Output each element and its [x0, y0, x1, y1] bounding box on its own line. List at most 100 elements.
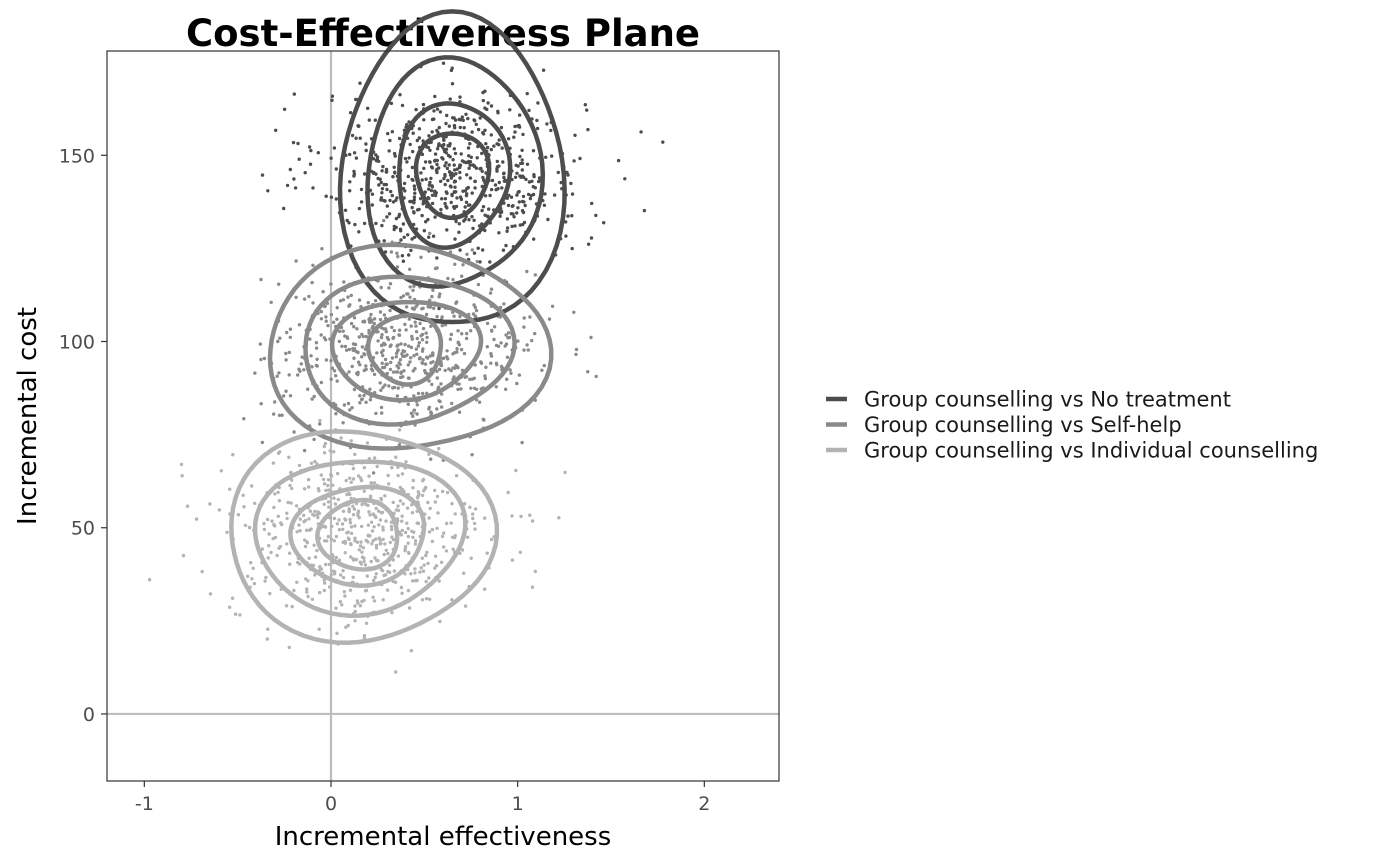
legend-label-2: Group counselling vs Self-help [864, 413, 1182, 437]
data-point [427, 576, 431, 580]
data-point [330, 524, 334, 528]
data-point [457, 343, 462, 347]
data-point [294, 295, 298, 299]
data-point [473, 164, 477, 169]
data-point [307, 556, 311, 560]
data-point [465, 535, 470, 539]
data-point [445, 490, 450, 495]
data-point [550, 304, 555, 308]
data-point [348, 521, 353, 525]
data-point [413, 571, 417, 575]
data-point [258, 342, 262, 346]
data-point [408, 295, 412, 299]
data-point [443, 182, 447, 187]
data-point [349, 555, 353, 559]
data-point [360, 332, 364, 336]
data-point [420, 556, 424, 560]
data-point [458, 314, 462, 319]
data-point [459, 387, 463, 391]
data-point [445, 166, 450, 171]
data-point [342, 403, 347, 407]
data-point [475, 156, 479, 160]
data-point [589, 236, 594, 240]
data-point [371, 471, 376, 475]
data-point [278, 336, 282, 340]
data-point [435, 494, 440, 499]
data-point [541, 68, 546, 72]
data-point [454, 172, 458, 176]
data-point [410, 237, 414, 241]
data-point [480, 208, 484, 213]
data-point [413, 539, 418, 543]
data-point [362, 489, 366, 493]
data-point [327, 488, 331, 492]
data-point [364, 148, 368, 153]
data-point [316, 487, 321, 491]
data-point [435, 407, 439, 411]
data-point [242, 505, 246, 509]
data-point [394, 670, 398, 674]
data-point [443, 368, 447, 373]
data-point [413, 567, 417, 571]
data-point [394, 216, 399, 221]
data-point [412, 201, 416, 205]
data-point [444, 151, 448, 155]
data-point [238, 613, 242, 617]
data-point [322, 502, 326, 506]
data-point [287, 373, 291, 377]
data-point [384, 167, 389, 172]
data-point [435, 167, 439, 172]
data-point [450, 82, 455, 86]
data-point [415, 412, 419, 416]
data-point [502, 302, 506, 306]
data-point [349, 293, 353, 298]
data-point [287, 455, 291, 459]
data-point [483, 376, 488, 381]
data-point [476, 246, 480, 250]
data-point [429, 410, 433, 414]
data-point [303, 171, 307, 175]
data-point [489, 133, 493, 137]
data-point [477, 224, 482, 228]
data-point [473, 179, 477, 184]
data-point [380, 333, 384, 337]
data-point [385, 335, 390, 340]
data-point [496, 111, 500, 115]
data-point [403, 189, 407, 193]
data-point [277, 371, 281, 375]
data-point [420, 493, 425, 498]
data-point [364, 367, 368, 371]
data-point [387, 286, 391, 290]
data-point [415, 496, 420, 500]
data-point [517, 200, 521, 204]
data-point [433, 554, 438, 558]
data-point [318, 418, 322, 423]
data-point [442, 147, 446, 152]
data-point [380, 187, 385, 191]
data-point [349, 480, 353, 484]
data-point [410, 205, 414, 210]
data-point [259, 402, 263, 406]
data-point [421, 306, 425, 310]
data-point [262, 521, 266, 526]
data-point [288, 167, 292, 172]
data-point [509, 195, 514, 199]
data-point [468, 176, 473, 180]
data-point [461, 189, 465, 193]
data-point [326, 534, 331, 539]
data-point [436, 385, 441, 389]
data-point [462, 571, 466, 575]
data-point [433, 266, 438, 271]
data-point [517, 373, 522, 377]
data-point [445, 228, 449, 232]
data-point [298, 562, 302, 566]
data-point [324, 358, 329, 362]
data-point [497, 138, 501, 142]
data-point [405, 521, 409, 525]
data-point [335, 306, 339, 310]
data-point [319, 473, 323, 477]
data-point [377, 536, 381, 540]
data-point [557, 516, 561, 520]
data-point [439, 560, 444, 564]
data-point [340, 603, 344, 607]
